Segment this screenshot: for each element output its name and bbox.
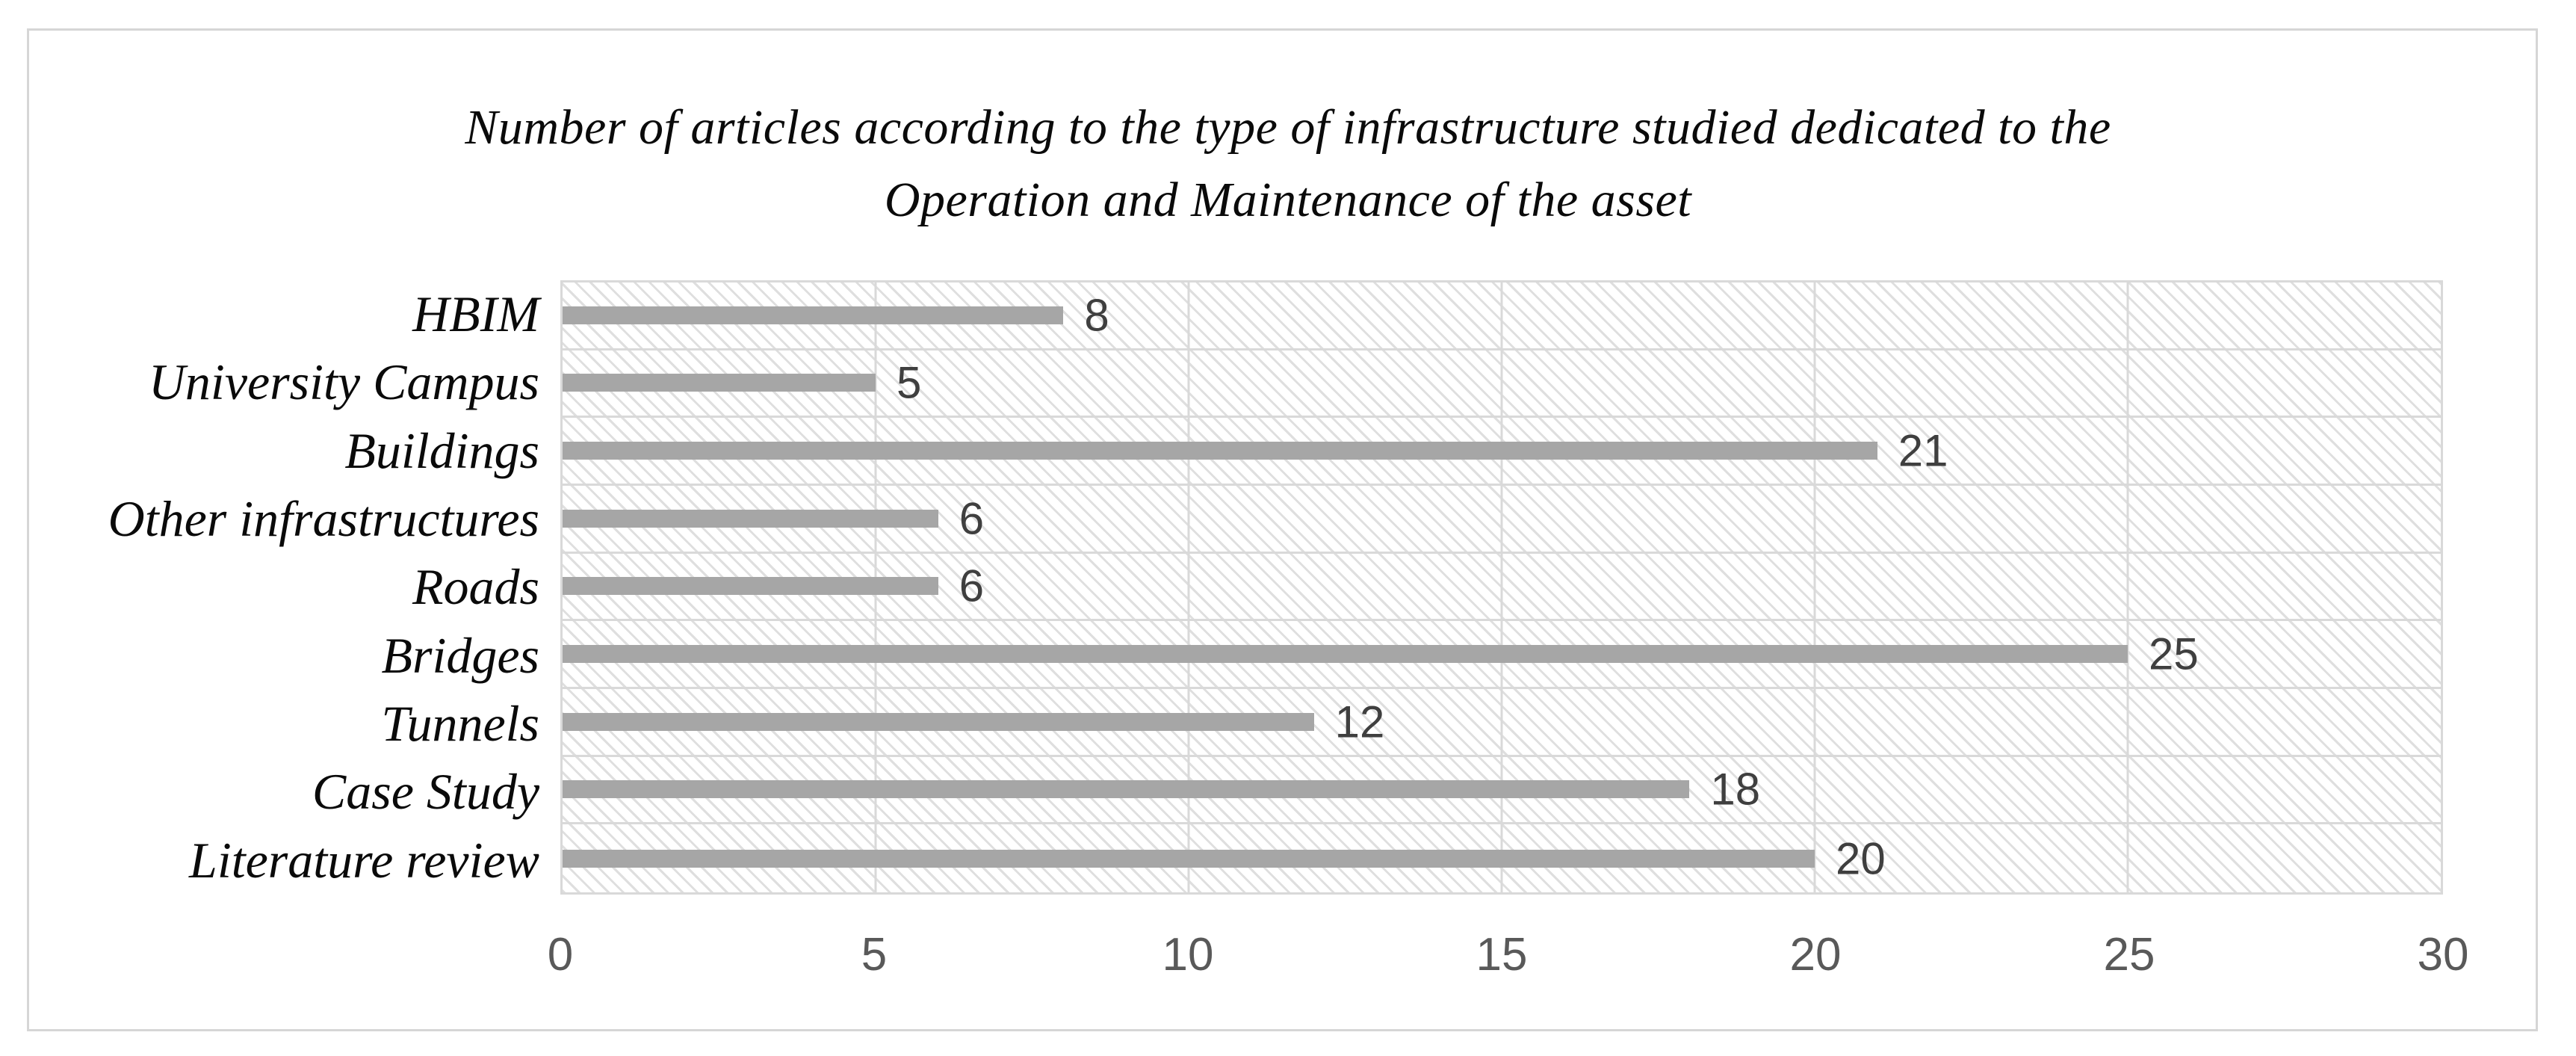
category-band: 6	[563, 486, 2441, 554]
category-band: 21	[563, 418, 2441, 486]
category-band: 6	[563, 554, 2441, 622]
x-axis: 0 5 10 15 20 25 30	[548, 928, 2469, 995]
chart-title-line1: Number of articles according to the type…	[465, 100, 2111, 155]
bar-rows: 8 5 21 6 6 25 12 18 20	[563, 282, 2441, 892]
x-tick-label: 25	[2103, 929, 2155, 981]
category-band: 25	[563, 621, 2441, 689]
data-label: 20	[1835, 833, 1886, 884]
plot-area: 8 5 21 6 6 25 12 18 20	[560, 280, 2443, 895]
category-label: Other infrastructures	[108, 490, 539, 548]
category-label: Buildings	[344, 422, 539, 479]
bar	[563, 442, 1877, 460]
bar	[563, 509, 938, 528]
x-tick-label: 30	[2417, 929, 2469, 981]
data-label: 18	[1710, 764, 1761, 815]
bar	[563, 780, 1690, 799]
data-label: 25	[2149, 629, 2199, 679]
chart-title-line2: Operation and Maintenance of the asset	[884, 173, 1692, 227]
category-band: 20	[563, 824, 2441, 892]
category-band: 5	[563, 351, 2441, 419]
category-label: Case Study	[312, 763, 539, 821]
bar	[563, 306, 1064, 324]
category-label: University Campus	[148, 353, 539, 411]
x-tick-label: 10	[1162, 929, 1214, 981]
category-band: 18	[563, 757, 2441, 825]
category-label: Literature review	[189, 831, 539, 889]
data-label: 5	[896, 357, 922, 408]
bar	[563, 849, 1815, 868]
category-band: 8	[563, 282, 2441, 351]
x-tick-label: 15	[1476, 929, 1528, 981]
x-tick-label: 20	[1789, 929, 1842, 981]
data-label: 21	[1898, 425, 1948, 476]
vertical-gridline	[1813, 282, 1816, 892]
data-label: 6	[959, 561, 985, 611]
chart-title: Number of articles according to the type…	[0, 91, 2576, 236]
data-label: 6	[959, 493, 985, 544]
category-label: Tunnels	[381, 695, 539, 753]
category-label: HBIM	[412, 285, 539, 343]
category-label: Bridges	[381, 626, 539, 684]
bar	[563, 374, 876, 392]
bar	[563, 577, 938, 596]
bar	[563, 712, 1314, 731]
category-band: 12	[563, 689, 2441, 757]
vertical-gridline	[1500, 282, 1503, 892]
vertical-gridline	[1187, 282, 1190, 892]
x-tick-label: 5	[861, 929, 888, 981]
bar	[563, 645, 2128, 664]
category-axis: HBIM University Campus Buildings Other infr…	[0, 280, 539, 895]
x-tick-label: 0	[547, 929, 574, 981]
data-label: 12	[1334, 697, 1385, 747]
category-label: Roads	[412, 558, 539, 616]
data-label: 8	[1084, 290, 1109, 341]
vertical-gridline	[2126, 282, 2129, 892]
chart-border	[27, 28, 2538, 1031]
